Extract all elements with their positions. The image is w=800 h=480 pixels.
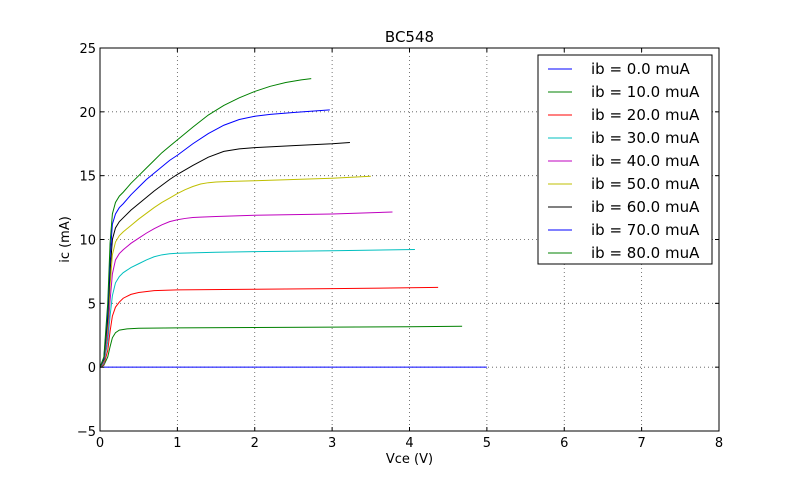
series-line-2 bbox=[99, 286, 439, 368]
legend-label-4: ib = 40.0 muA bbox=[591, 152, 700, 170]
x-tick-label: 1 bbox=[173, 436, 181, 451]
x-tick-label: 7 bbox=[637, 436, 645, 451]
legend-label-2: ib = 20.0 muA bbox=[591, 106, 700, 124]
series-line-8 bbox=[99, 78, 312, 368]
y-tick-label: 5 bbox=[88, 297, 96, 312]
series-layer bbox=[99, 78, 487, 368]
y-tick-label: 20 bbox=[79, 106, 96, 121]
x-tick-label: 2 bbox=[251, 436, 259, 451]
series-line-1 bbox=[99, 325, 463, 368]
y-tick-label: 15 bbox=[79, 170, 96, 185]
series-line-5 bbox=[99, 175, 371, 368]
chart-title: BC548 bbox=[385, 28, 434, 46]
x-tick-label: 8 bbox=[715, 436, 723, 451]
y-tick-label: 25 bbox=[79, 42, 96, 57]
series-line-6 bbox=[99, 141, 350, 368]
y-tick-label: 0 bbox=[88, 361, 96, 376]
series-line-7 bbox=[99, 109, 330, 368]
legend-label-8: ib = 80.0 muA bbox=[591, 244, 700, 262]
y-tick-label: 10 bbox=[79, 234, 96, 249]
series-line-3 bbox=[99, 248, 415, 368]
legend-label-5: ib = 50.0 muA bbox=[591, 175, 700, 193]
legend-label-6: ib = 60.0 muA bbox=[591, 198, 700, 216]
y-axis-label: ic (mA) bbox=[58, 216, 73, 263]
x-tick-label: 4 bbox=[405, 436, 413, 451]
legend-label-7: ib = 70.0 muA bbox=[591, 221, 700, 239]
legend: ib = 0.0 muA ib = 10.0 muA ib = 20.0 muA ib… bbox=[537, 54, 713, 265]
legend-label-1: ib = 10.0 muA bbox=[591, 83, 700, 101]
y-tick-label: −5 bbox=[77, 425, 96, 440]
x-tick-label: 0 bbox=[96, 436, 104, 451]
legend-label-3: ib = 30.0 muA bbox=[591, 129, 700, 147]
legend-box bbox=[537, 54, 713, 265]
x-tick-label: 6 bbox=[560, 436, 568, 451]
series-line-4 bbox=[99, 211, 393, 368]
x-axis-label: Vce (V) bbox=[386, 452, 433, 467]
x-tick-label: 3 bbox=[328, 436, 336, 451]
x-tick-label: 5 bbox=[483, 436, 491, 451]
legend-label-0: ib = 0.0 muA bbox=[591, 60, 691, 78]
